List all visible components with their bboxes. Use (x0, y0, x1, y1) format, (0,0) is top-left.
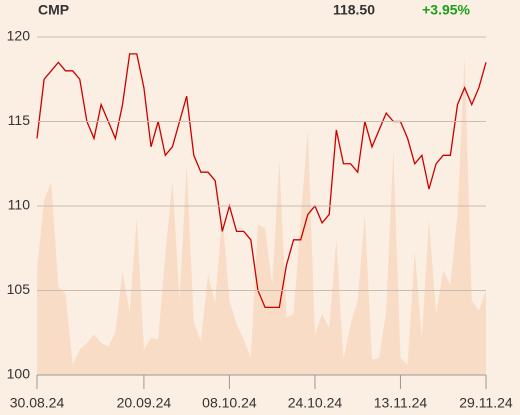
price-line (36, 53, 487, 309)
x-tick-label: 20.09.24 (117, 395, 172, 411)
y-tick-label: 105 (7, 281, 31, 297)
symbol: CMP (38, 2, 69, 18)
price: 118.50 (333, 2, 375, 18)
x-tick-label: 13.11.24 (374, 395, 428, 411)
change: +3.95% (422, 2, 470, 18)
y-tick-label: 115 (8, 112, 31, 128)
x-tick-label: 08.10.24 (202, 395, 257, 411)
y-tick-label: 100 (7, 366, 31, 382)
volume-area (37, 57, 486, 375)
y-tick-label: 120 (7, 28, 31, 44)
x-tick-label: 30.08.24 (10, 395, 65, 411)
x-tick-label: 29.11.24 (459, 395, 513, 411)
x-tick-label: 24.10.24 (288, 395, 343, 411)
y-tick-label: 110 (8, 197, 31, 213)
